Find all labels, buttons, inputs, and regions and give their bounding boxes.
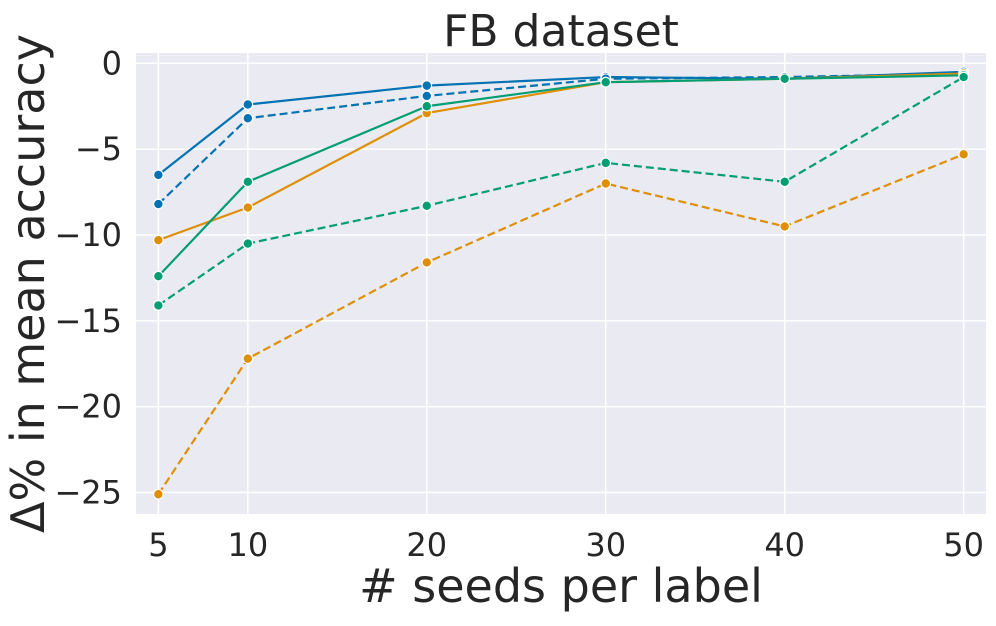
x-tick-label: 30 (585, 526, 626, 564)
data-point (152, 270, 164, 282)
y-axis-label: Δ% in mean accuracy (1, 34, 55, 533)
data-point (600, 178, 612, 189)
x-axis-label: # seeds per label (359, 559, 763, 613)
data-point (242, 99, 254, 110)
series-line (157, 72, 964, 205)
series-3 (152, 148, 970, 500)
data-point (152, 299, 164, 311)
data-point (242, 176, 254, 188)
x-tick-label: 5 (148, 526, 168, 564)
plot-background (136, 53, 986, 514)
data-point (152, 169, 164, 181)
data-point (242, 202, 254, 213)
data-point (152, 488, 164, 500)
data-point (421, 90, 433, 102)
y-tick-label: −5 (75, 130, 122, 168)
data-point (152, 198, 164, 210)
data-point (779, 73, 791, 85)
data-point (958, 148, 970, 160)
data-point (779, 221, 791, 232)
data-point (421, 200, 433, 212)
data-point (421, 80, 433, 92)
chart-title: FB dataset (443, 6, 679, 57)
data-point (421, 100, 433, 112)
data-point (779, 176, 791, 188)
y-tick-label: −25 (54, 474, 122, 512)
grid-lines (136, 53, 986, 514)
series-line (157, 76, 965, 307)
data-point (152, 234, 164, 246)
data-point (600, 76, 612, 88)
series-5 (152, 71, 970, 311)
x-tick-label: 10 (227, 526, 268, 564)
series-line (157, 153, 965, 495)
x-tick-label: 40 (764, 526, 805, 564)
y-tick-label: −20 (54, 388, 122, 426)
data-point (958, 71, 970, 83)
y-tick-label: −10 (54, 216, 122, 254)
x-tick-label: 50 (943, 526, 984, 564)
tick-labels: 5 10 20 30 40 50 0 −5 −10 −15 −20 −25 (54, 44, 984, 564)
data-point (242, 353, 254, 365)
y-tick-label: −15 (54, 302, 122, 340)
series-layer (152, 66, 970, 500)
data-point (600, 157, 612, 169)
data-point (242, 238, 254, 249)
series-line (157, 74, 964, 277)
y-tick-label: 0 (102, 44, 122, 82)
data-point (242, 112, 254, 124)
data-point (421, 257, 433, 268)
x-tick-label: 20 (406, 526, 447, 564)
